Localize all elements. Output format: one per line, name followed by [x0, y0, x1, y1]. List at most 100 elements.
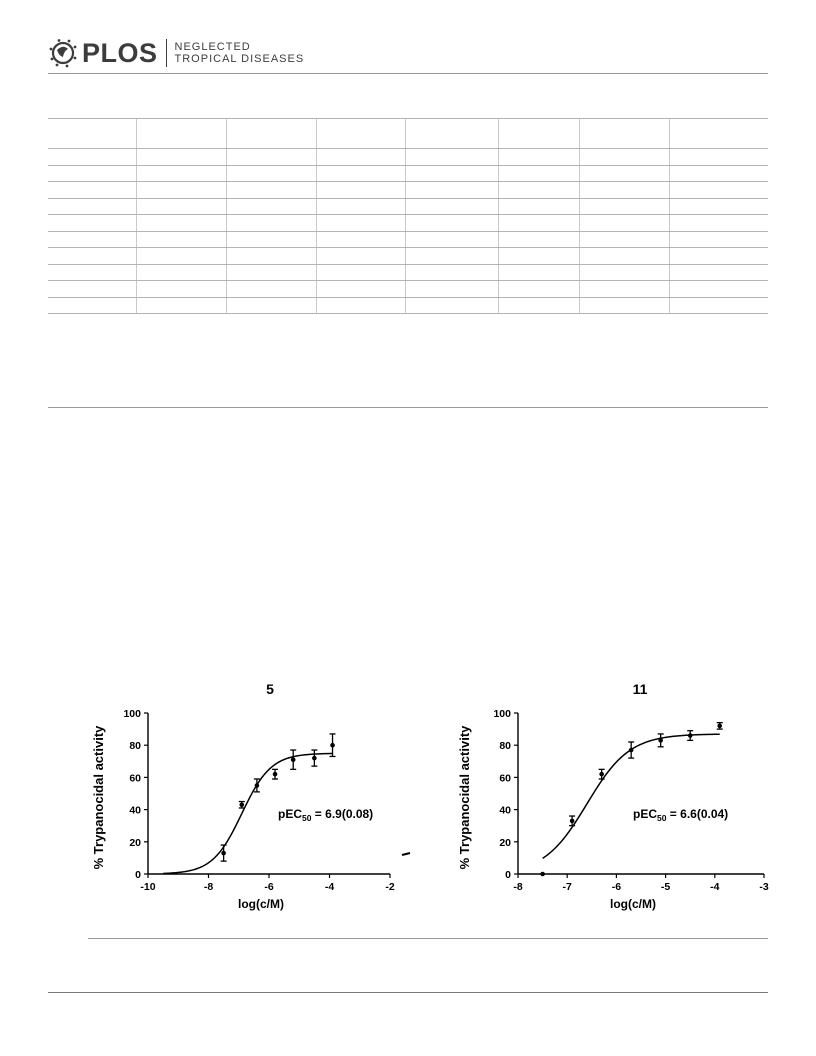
table-cell: [578, 247, 669, 265]
table-cell: [225, 247, 316, 265]
table-row: [48, 198, 768, 215]
table-cell: [135, 181, 226, 199]
table-cell: [578, 264, 669, 281]
table-cell: [48, 118, 136, 149]
table-cell: [135, 165, 226, 182]
dose-response-figure: 5 0 20 40 60 80 100 -10 -8 -6 -4 -2 log(c/M) % Trypan…: [91, 681, 769, 911]
table-cell: [48, 264, 136, 281]
table-cell: [135, 264, 226, 281]
table-cell: [48, 297, 136, 314]
y-axis-label: % Trypanocidal activity: [91, 725, 106, 870]
x-tick-label: -4: [325, 881, 334, 893]
table-cell: [48, 280, 136, 298]
table-cell: [225, 118, 316, 149]
table-cell: [578, 118, 669, 149]
table-cell: [225, 198, 316, 215]
table-cell: [135, 231, 226, 248]
table-cell: [497, 297, 579, 314]
chart-5: 5 0 20 40 60 80 100 -10 -8 -6 -4 -2 log(c/M) % Trypan…: [91, 681, 395, 911]
table-cell: [315, 181, 405, 199]
table-header-row: [48, 118, 768, 149]
y-tick-label: 40: [499, 805, 511, 817]
data-point: [272, 771, 278, 777]
table-cell: [48, 231, 136, 248]
table-cell: [668, 231, 768, 248]
publisher-name: PLOS: [82, 37, 158, 68]
journal-title: NEGLECTED TROPICAL DISEASES: [175, 41, 305, 65]
x-tick-label: -8: [513, 881, 522, 893]
y-tick-label: 40: [129, 805, 141, 817]
y-tick-label: 100: [493, 708, 511, 720]
data-point: [658, 738, 663, 743]
plos-globe-icon: [49, 39, 77, 68]
data-point: [239, 802, 245, 808]
table-cell: [135, 247, 226, 265]
table-cell: [48, 247, 136, 265]
table-cell: [404, 264, 498, 281]
x-tick-label: -5: [661, 881, 670, 893]
journal-title-line-1: NEGLECTED: [174, 41, 251, 53]
table-cell: [497, 181, 579, 199]
chart-title: 5: [266, 681, 274, 697]
stray-mark: [401, 852, 411, 856]
table-row: [48, 165, 768, 182]
table-cell: [668, 165, 768, 182]
pec50-annotation: pEC50 = 6.6(0.04): [633, 807, 728, 823]
x-tick-label: -10: [140, 881, 155, 893]
table-row: [48, 214, 768, 232]
x-tick-label: -8: [204, 881, 213, 893]
table-cell: [225, 165, 316, 182]
table-cell: [497, 247, 579, 265]
table-cell: [668, 297, 768, 314]
y-tick-label: 80: [499, 740, 511, 752]
table-cell: [315, 231, 405, 248]
x-axis-label: log(c/M): [238, 897, 284, 911]
table-cell: [578, 198, 669, 215]
x-tick-label: -4: [710, 881, 719, 893]
table-cell: [404, 297, 498, 314]
table-cell: [668, 148, 768, 166]
data-point: [312, 755, 317, 761]
fit-curve: [163, 752, 333, 875]
table-cell: [315, 198, 405, 215]
table-cell: [497, 231, 579, 248]
table-cell: [497, 118, 579, 149]
table-row: [48, 247, 768, 265]
table-cell: [48, 198, 136, 215]
table-cell: [578, 181, 669, 199]
table-cell: [225, 297, 316, 314]
table-cell: [48, 148, 136, 166]
journal-logo: PLOS NEGLECTED TROPICAL DISEASES: [48, 36, 304, 70]
journal-title-line-2: TROPICAL DISEASES: [174, 53, 305, 65]
x-tick-label: -6: [612, 881, 621, 893]
table-cell: [668, 198, 768, 215]
y-tick-label: 20: [499, 837, 511, 849]
data-point: [290, 757, 296, 762]
table-cell: [225, 214, 316, 232]
y-tick-label: 60: [499, 772, 511, 784]
table-cell: [135, 198, 226, 215]
table-cell: [497, 198, 579, 215]
table-cell: [578, 165, 669, 182]
table-cell: [315, 214, 405, 232]
table-cell: [225, 280, 316, 298]
table-row: [48, 297, 768, 314]
table-cell: [578, 231, 669, 248]
table-cell: [578, 280, 669, 298]
data-table: [48, 118, 768, 314]
data-point: [540, 871, 545, 877]
data-point: [330, 742, 335, 748]
table-cell: [497, 280, 579, 298]
table-cell: [225, 231, 316, 248]
pec50-annotation: pEC50 = 6.9(0.08): [278, 807, 373, 823]
table-cell: [404, 181, 498, 199]
table-row: [48, 280, 768, 298]
logo-divider: [165, 39, 167, 67]
section-rule: [48, 407, 768, 408]
data-point: [599, 771, 604, 777]
y-tick-label: 0: [505, 869, 511, 881]
table-cell: [135, 214, 226, 232]
table-cell: [135, 148, 226, 166]
y-tick-label: 80: [129, 740, 141, 752]
table-row: [48, 264, 768, 281]
